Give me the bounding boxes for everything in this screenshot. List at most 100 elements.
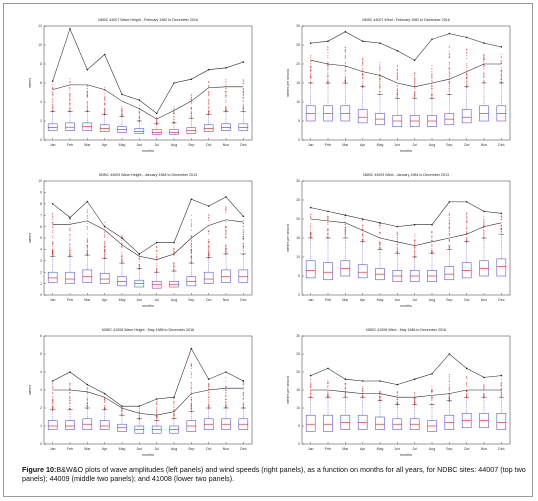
outlier-point: +	[191, 260, 193, 264]
outlier-point: +	[414, 95, 416, 99]
outlier-point: +	[501, 229, 503, 233]
x-tick-label: May	[377, 298, 384, 302]
outlier-point: +	[208, 229, 210, 233]
outlier-point: +	[379, 243, 381, 247]
outlier-point: +	[173, 114, 175, 118]
outlier-point: +	[121, 110, 123, 114]
outlier-point: +	[208, 218, 210, 222]
outlier-point: +	[208, 92, 210, 96]
outlier-point: +	[449, 246, 451, 250]
outlier-point: +	[449, 246, 451, 250]
outlier-point: +	[52, 402, 54, 406]
outlier-point: +	[52, 109, 54, 113]
x-tick-label: Feb	[67, 447, 73, 451]
outlier-point: +	[397, 94, 399, 98]
outlier-point: +	[69, 401, 71, 405]
outlier-point: +	[397, 402, 399, 406]
plot-area-frame	[43, 335, 253, 445]
outlier-point: +	[52, 90, 54, 94]
outlier-point: +	[87, 404, 89, 408]
outlier-point: +	[501, 227, 503, 231]
outlier-point: +	[379, 62, 381, 66]
outlier-point: +	[52, 401, 54, 405]
outlier-point: +	[431, 250, 433, 254]
outlier-point: +	[501, 77, 503, 81]
outlier-point: +	[121, 243, 123, 247]
outlier-point: +	[225, 388, 227, 392]
x-tick-label: Sep	[446, 447, 452, 451]
outlier-point: +	[501, 70, 503, 74]
outlier-point: +	[449, 398, 451, 402]
outlier-point: +	[397, 239, 399, 243]
outlier-point: +	[52, 249, 54, 253]
outlier-point: +	[449, 60, 451, 64]
outlier-point: +	[208, 404, 210, 408]
outlier-point: +	[466, 48, 468, 52]
outlier-point: +	[310, 69, 312, 73]
outlier-point: +	[191, 248, 193, 252]
outlier-point: +	[173, 112, 175, 116]
box	[169, 281, 179, 288]
outlier-point: +	[397, 243, 399, 247]
max-line-marker	[327, 40, 329, 42]
max-line-marker	[396, 383, 399, 386]
outlier-point: +	[208, 406, 210, 410]
outlier-point: +	[327, 64, 329, 68]
max-line-marker	[361, 40, 364, 42]
outlier-point: +	[121, 113, 123, 117]
outlier-point: +	[466, 384, 468, 388]
outlier-point: +	[243, 391, 245, 395]
outlier-point: +	[449, 85, 451, 89]
outlier-point: +	[87, 386, 89, 390]
x-axis-label: months	[142, 453, 154, 457]
outlier-point: +	[466, 71, 468, 75]
outlier-point: +	[431, 398, 433, 402]
outlier-point: +	[225, 232, 227, 236]
outlier-point: +	[327, 235, 329, 239]
outlier-point: +	[104, 96, 106, 100]
outlier-point: +	[483, 395, 485, 399]
outlier-point: +	[225, 224, 227, 228]
outlier-point: +	[414, 71, 416, 75]
outlier-point: +	[52, 92, 54, 96]
outlier-point: +	[483, 55, 485, 59]
outlier-point: +	[121, 261, 123, 265]
outlier-point: +	[208, 243, 210, 247]
outlier-point: +	[414, 80, 416, 84]
chart-title: NDBC 44007 Wind - February 1982 to Decem…	[362, 18, 450, 22]
outlier-point: +	[501, 76, 503, 80]
outlier-point: +	[466, 220, 468, 224]
outlier-point: +	[414, 401, 416, 405]
outlier-point: +	[362, 57, 364, 61]
outlier-point: +	[310, 226, 312, 230]
outlier-point: +	[397, 242, 399, 246]
outlier-point: +	[449, 220, 451, 224]
outlier-point: +	[104, 112, 106, 116]
outlier-point: +	[52, 250, 54, 254]
outlier-point: +	[379, 389, 381, 393]
outlier-point: +	[156, 414, 158, 418]
outlier-point: +	[466, 394, 468, 398]
outlier-point: +	[225, 228, 227, 232]
outlier-point: +	[379, 231, 381, 235]
outlier-point: +	[225, 79, 227, 83]
box	[82, 269, 93, 283]
x-tick-label: Oct	[464, 298, 470, 302]
outlier-point: +	[69, 107, 71, 111]
outlier-point: +	[121, 113, 123, 117]
outlier-point: +	[310, 215, 312, 219]
outlier-point: +	[449, 395, 451, 399]
x-tick-label: Jul	[154, 143, 159, 147]
outlier-point: +	[327, 393, 329, 397]
outlier-point: +	[449, 398, 451, 402]
outlier-point: +	[225, 398, 227, 402]
outlier-point: +	[69, 398, 71, 402]
outlier-point: +	[208, 105, 210, 109]
outlier-point: +	[362, 391, 364, 395]
outlier-point: +	[191, 382, 193, 386]
p99-line	[310, 218, 502, 246]
outlier-point: +	[362, 234, 364, 238]
outlier-point: +	[191, 235, 193, 239]
outlier-point: +	[501, 384, 503, 388]
outlier-point: +	[52, 241, 54, 245]
